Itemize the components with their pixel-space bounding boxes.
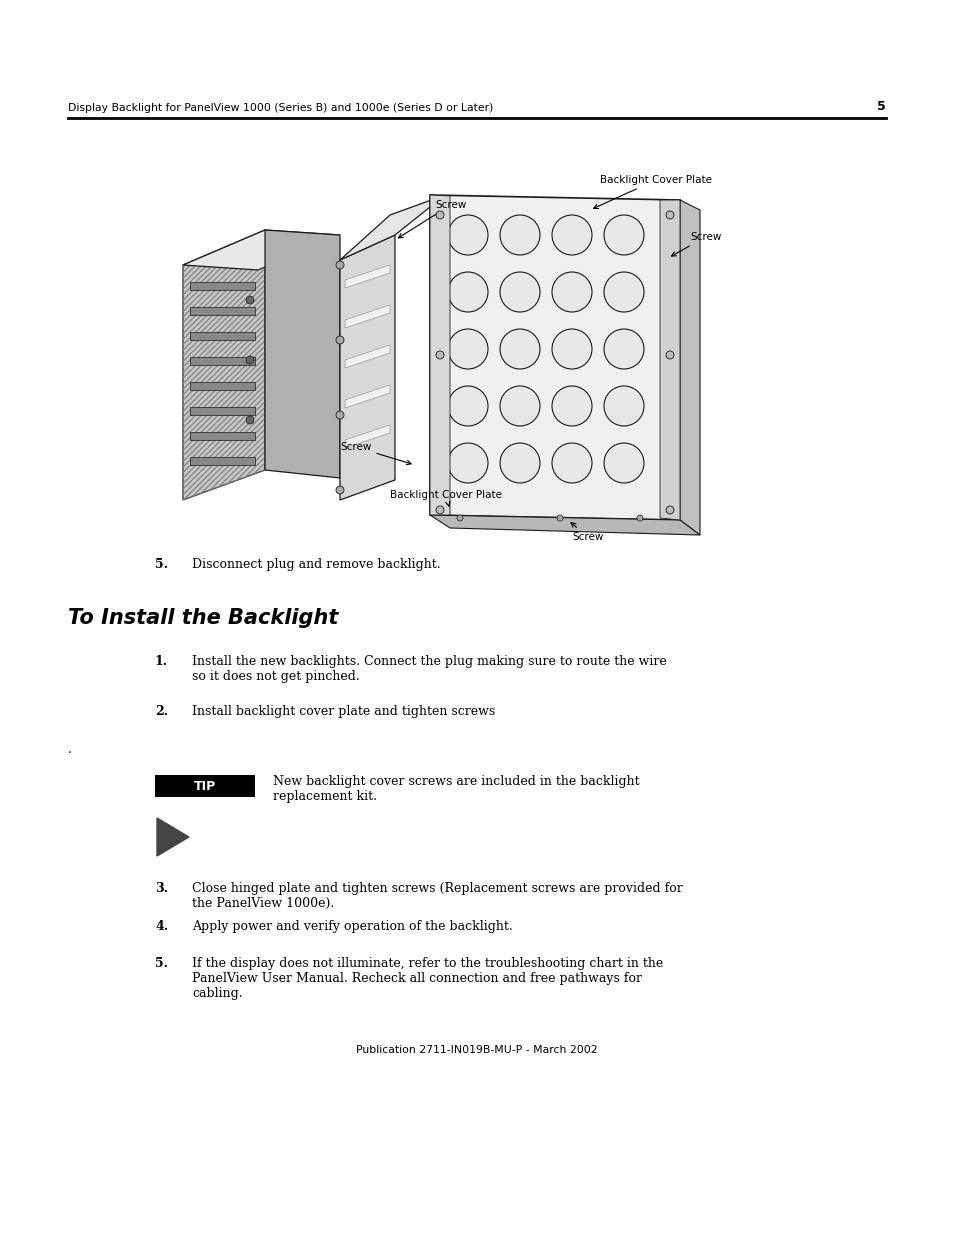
FancyBboxPatch shape bbox=[190, 432, 254, 440]
Text: 1.: 1. bbox=[154, 655, 168, 668]
FancyBboxPatch shape bbox=[190, 332, 254, 340]
Polygon shape bbox=[659, 200, 679, 520]
Polygon shape bbox=[430, 195, 679, 520]
Circle shape bbox=[552, 443, 592, 483]
Circle shape bbox=[436, 351, 443, 359]
Text: 4.: 4. bbox=[154, 920, 168, 932]
Circle shape bbox=[436, 506, 443, 514]
FancyBboxPatch shape bbox=[190, 357, 254, 366]
Text: Close hinged plate and tighten screws (Replacement screws are provided for
the P: Close hinged plate and tighten screws (R… bbox=[192, 882, 682, 910]
Circle shape bbox=[603, 387, 643, 426]
Circle shape bbox=[448, 443, 488, 483]
Circle shape bbox=[448, 387, 488, 426]
Polygon shape bbox=[345, 385, 390, 408]
Circle shape bbox=[665, 351, 673, 359]
Text: Display Backlight for PanelView 1000 (Series B) and 1000e (Series D or Later): Display Backlight for PanelView 1000 (Se… bbox=[68, 103, 493, 112]
Text: 5: 5 bbox=[877, 100, 885, 112]
Circle shape bbox=[335, 411, 344, 419]
Circle shape bbox=[552, 272, 592, 312]
Text: Screw: Screw bbox=[339, 442, 411, 464]
Text: Apply power and verify operation of the backlight.: Apply power and verify operation of the … bbox=[192, 920, 512, 932]
FancyBboxPatch shape bbox=[190, 382, 254, 390]
Polygon shape bbox=[157, 818, 189, 856]
Circle shape bbox=[499, 443, 539, 483]
Circle shape bbox=[499, 329, 539, 369]
Text: 5.: 5. bbox=[154, 558, 168, 571]
FancyBboxPatch shape bbox=[190, 282, 254, 290]
Circle shape bbox=[499, 272, 539, 312]
Text: Publication 2711-IN019B-MU-P - March 2002: Publication 2711-IN019B-MU-P - March 200… bbox=[355, 1045, 598, 1055]
Text: Install the new backlights. Connect the plug making sure to route the wire
so it: Install the new backlights. Connect the … bbox=[192, 655, 666, 683]
Circle shape bbox=[665, 211, 673, 219]
Circle shape bbox=[665, 506, 673, 514]
Circle shape bbox=[603, 215, 643, 254]
Circle shape bbox=[448, 215, 488, 254]
Circle shape bbox=[552, 387, 592, 426]
Polygon shape bbox=[430, 195, 450, 515]
Text: 3.: 3. bbox=[154, 882, 168, 895]
Polygon shape bbox=[679, 200, 700, 535]
Circle shape bbox=[246, 296, 253, 304]
Polygon shape bbox=[430, 515, 700, 535]
Text: TIP: TIP bbox=[193, 779, 216, 793]
Polygon shape bbox=[345, 425, 390, 448]
Circle shape bbox=[603, 329, 643, 369]
Circle shape bbox=[552, 215, 592, 254]
Text: Screw: Screw bbox=[398, 200, 466, 238]
Circle shape bbox=[436, 211, 443, 219]
Text: 5.: 5. bbox=[154, 957, 168, 969]
Circle shape bbox=[456, 515, 462, 521]
Text: Backlight Cover Plate: Backlight Cover Plate bbox=[593, 175, 711, 209]
Circle shape bbox=[499, 387, 539, 426]
Circle shape bbox=[557, 515, 562, 521]
Circle shape bbox=[335, 261, 344, 269]
Circle shape bbox=[603, 443, 643, 483]
Circle shape bbox=[335, 336, 344, 345]
Circle shape bbox=[552, 329, 592, 369]
Text: 2.: 2. bbox=[154, 705, 168, 718]
Circle shape bbox=[335, 487, 344, 494]
Text: Backlight Cover Plate: Backlight Cover Plate bbox=[390, 490, 501, 506]
Polygon shape bbox=[345, 345, 390, 368]
FancyBboxPatch shape bbox=[190, 408, 254, 415]
FancyBboxPatch shape bbox=[190, 457, 254, 466]
Circle shape bbox=[448, 329, 488, 369]
Polygon shape bbox=[183, 230, 265, 500]
Polygon shape bbox=[265, 230, 339, 478]
Text: .: . bbox=[68, 743, 71, 756]
FancyBboxPatch shape bbox=[154, 776, 254, 797]
Circle shape bbox=[603, 272, 643, 312]
Polygon shape bbox=[339, 235, 395, 500]
Text: Disconnect plug and remove backlight.: Disconnect plug and remove backlight. bbox=[192, 558, 440, 571]
Circle shape bbox=[246, 356, 253, 364]
Text: To Install the Backlight: To Install the Backlight bbox=[68, 608, 338, 629]
Polygon shape bbox=[345, 266, 390, 288]
Circle shape bbox=[448, 272, 488, 312]
Polygon shape bbox=[339, 195, 444, 261]
Polygon shape bbox=[183, 230, 339, 270]
Text: Screw: Screw bbox=[671, 232, 720, 256]
Text: Screw: Screw bbox=[571, 522, 602, 542]
Circle shape bbox=[637, 515, 642, 521]
Text: If the display does not illuminate, refer to the troubleshooting chart in the
Pa: If the display does not illuminate, refe… bbox=[192, 957, 662, 1000]
Text: Install backlight cover plate and tighten screws: Install backlight cover plate and tighte… bbox=[192, 705, 495, 718]
Polygon shape bbox=[345, 305, 390, 329]
FancyBboxPatch shape bbox=[190, 308, 254, 315]
Circle shape bbox=[499, 215, 539, 254]
Text: New backlight cover screws are included in the backlight
replacement kit.: New backlight cover screws are included … bbox=[273, 776, 639, 803]
Circle shape bbox=[246, 416, 253, 424]
